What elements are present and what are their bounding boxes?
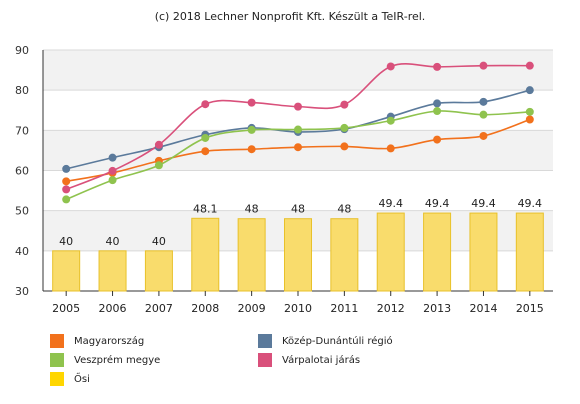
x-tick-label: 2007	[145, 302, 173, 315]
y-tick-label: 30	[15, 285, 29, 298]
y-tick-label: 80	[15, 84, 29, 97]
series-0-point	[201, 147, 210, 156]
series-3-point	[433, 62, 442, 71]
bar-value-label: 40	[59, 235, 73, 248]
series-0-point	[247, 145, 256, 154]
x-tick-label: 2012	[377, 302, 405, 315]
bar-2015	[515, 212, 544, 292]
x-tick-label: 2015	[516, 302, 544, 315]
series-0-point	[433, 135, 442, 144]
y-tick-label: 50	[15, 205, 29, 218]
series-0-point	[386, 144, 395, 153]
x-tick-label: 2005	[52, 302, 80, 315]
x-tick-label: 2013	[423, 302, 451, 315]
series-2-point	[294, 125, 302, 134]
series-2-point	[479, 110, 488, 119]
series-3-point	[479, 61, 488, 70]
series-1-point	[433, 99, 442, 108]
series-1-point	[525, 86, 534, 95]
x-tick-label: 2008	[191, 302, 219, 315]
series-1-point	[62, 164, 71, 173]
series-3-point	[386, 62, 395, 71]
x-tick-label: 2011	[330, 302, 358, 315]
bar-value-label: 48	[245, 203, 259, 216]
series-3-point	[525, 61, 534, 70]
bar-value-label: 49.4	[425, 197, 450, 210]
series-3-point	[247, 98, 256, 107]
series-2-point	[525, 107, 534, 116]
bar-2007	[144, 250, 173, 292]
x-tick-label: 2009	[238, 302, 266, 315]
series-3-point	[108, 166, 117, 175]
bar-value-label: 48	[337, 203, 351, 216]
bar-2014	[469, 212, 498, 292]
series-0-point	[340, 142, 349, 151]
series-3-point	[62, 185, 71, 194]
bar-2012	[376, 212, 405, 292]
bar-value-label: 48.1	[193, 202, 218, 215]
bar-2009	[237, 218, 266, 292]
series-1-point	[108, 153, 117, 162]
series-0-point	[62, 177, 71, 186]
bar-2008	[191, 217, 220, 292]
series-2-point	[386, 116, 395, 125]
bar-2006	[98, 250, 127, 292]
chart-credit: (c) 2018 Lechner Nonprofit Kft. Készült …	[154, 10, 426, 23]
y-tick-label: 60	[15, 165, 29, 178]
bar-value-label: 40	[106, 235, 120, 248]
series-2-point	[108, 176, 117, 185]
series-2-point	[340, 123, 349, 132]
series-3-point	[201, 100, 210, 109]
x-tick-label: 2010	[284, 302, 312, 315]
series-2-point	[247, 125, 256, 134]
grid-band	[43, 50, 553, 91]
bar-value-label: 49.4	[518, 197, 543, 210]
series-0-point	[525, 115, 534, 124]
bar-2010	[284, 218, 312, 292]
bar-value-label: 48	[291, 203, 305, 216]
bar-value-label: 49.4	[471, 197, 496, 210]
series-2-point	[433, 107, 442, 116]
y-tick-label: 40	[15, 245, 29, 258]
series-3-point	[340, 100, 349, 109]
series-3-point	[154, 140, 163, 149]
series-2-point	[154, 161, 163, 170]
bar-2011	[330, 218, 359, 292]
bar-2013	[423, 212, 452, 292]
series-2-point	[62, 195, 71, 204]
series-0-point	[479, 131, 488, 140]
series-2-point	[201, 133, 210, 142]
x-tick-label: 2006	[99, 302, 127, 315]
series-1-point	[479, 97, 488, 106]
bar-2005	[52, 250, 81, 292]
series-3-point	[294, 102, 302, 111]
series-0-point	[294, 143, 302, 152]
y-tick-label: 90	[15, 44, 29, 57]
y-tick-label: 70	[15, 124, 29, 137]
bar-value-label: 40	[152, 235, 166, 248]
bar-value-label: 49.4	[378, 197, 403, 210]
x-tick-label: 2014	[469, 302, 497, 315]
